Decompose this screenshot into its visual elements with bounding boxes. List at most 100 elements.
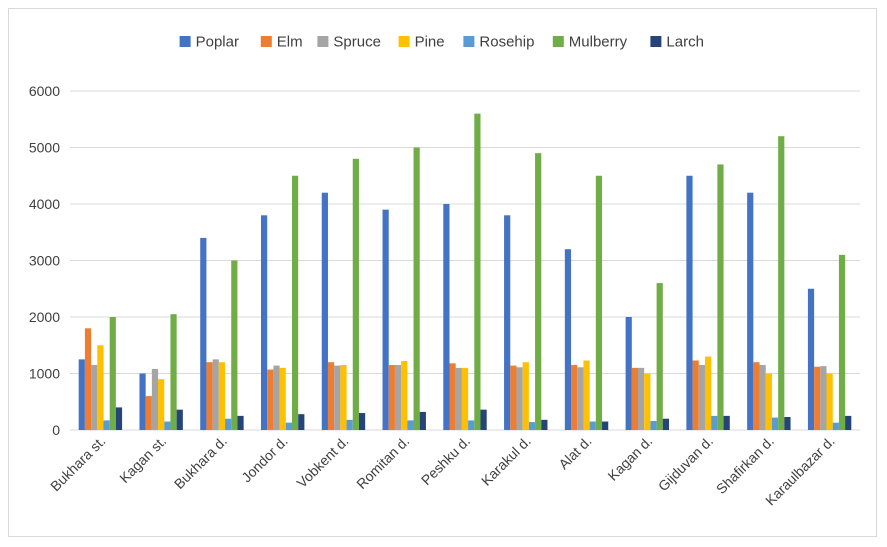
bar-spruce-5	[394, 365, 402, 430]
bar-mulberry-2	[231, 260, 238, 430]
bar-poplar-8	[564, 249, 572, 430]
bar-poplar-10	[686, 175, 693, 430]
bar-elm-10	[692, 360, 699, 430]
bar-elm-4	[327, 362, 335, 430]
legend-label-rosehip: Rosehip	[479, 34, 534, 51]
bar-spruce-4	[334, 365, 341, 430]
y-tick-label: 3000	[29, 253, 60, 269]
bar-mulberry-7	[535, 153, 542, 430]
legend-swatch-mulberry	[552, 36, 564, 47]
bar-pine-3	[279, 367, 286, 430]
bar-elm-1	[145, 396, 152, 430]
category-label: Romitan d.	[353, 433, 412, 492]
bar-larch-12	[845, 415, 852, 430]
bar-poplar-6	[443, 204, 450, 430]
bar-elm-9	[631, 367, 639, 430]
bar-rosehip-11	[771, 417, 779, 430]
legend-swatch-elm	[260, 36, 272, 47]
bar-pine-10	[704, 356, 712, 430]
bar-spruce-6	[455, 367, 462, 430]
legend-swatch-poplar	[179, 36, 191, 47]
bar-poplar-2	[200, 237, 207, 430]
bar-pine-12	[826, 373, 833, 430]
bar-spruce-8	[577, 367, 584, 430]
bar-rosehip-10	[711, 415, 718, 430]
legend-label-mulberry: Mulberry	[569, 34, 628, 51]
legend-label-poplar: Poplar	[196, 34, 239, 51]
bar-spruce-12	[820, 366, 827, 430]
bar-poplar-5	[382, 209, 389, 430]
bar-elm-2	[206, 362, 213, 430]
bar-mulberry-1	[170, 314, 177, 430]
bar-larch-8	[602, 421, 609, 430]
category-label: Karakul d.	[478, 433, 534, 489]
y-tick-label: 1000	[29, 366, 60, 382]
bar-mulberry-10	[717, 164, 724, 430]
bar-rosehip-4	[346, 419, 353, 430]
bar-elm-6	[449, 363, 456, 430]
bar-rosehip-7	[528, 422, 536, 430]
bar-poplar-12	[807, 288, 815, 430]
bar-larch-4	[358, 413, 366, 430]
category-label: Kagan st.	[116, 433, 169, 486]
legend-label-larch: Larch	[666, 34, 704, 51]
category-label: Jondor d.	[238, 433, 291, 486]
category-label: Alat d.	[555, 433, 594, 472]
bar-spruce-9	[638, 367, 645, 430]
bar-poplar-9	[625, 317, 632, 430]
bar-larch-1	[176, 409, 183, 430]
bar-elm-3	[267, 369, 274, 430]
bar-elm-0	[84, 328, 92, 430]
bar-spruce-0	[91, 365, 98, 430]
bar-spruce-11	[759, 365, 766, 430]
bar-pine-6	[461, 367, 469, 430]
bar-pine-1	[158, 379, 165, 430]
legend: Poplar Elm Spruce Pine Rosehip Mulberry Larch	[179, 34, 704, 51]
legend-swatch-pine	[398, 36, 410, 47]
bar-elm-12	[814, 366, 821, 430]
legend-swatch-rosehip	[463, 36, 475, 47]
category-label: Bukhara d.	[171, 433, 230, 492]
bar-larch-7	[541, 419, 548, 430]
bar-poplar-11	[747, 192, 754, 430]
bar-pine-11	[765, 373, 772, 430]
bar-poplar-1	[139, 373, 146, 430]
bar-mulberry-9	[656, 283, 663, 430]
y-axis: 0 1000 2000 3000 4000 5000 6000	[29, 83, 60, 438]
category-label: Peshku d.	[418, 433, 473, 488]
bar-larch-10	[723, 415, 730, 430]
bar-elm-7	[510, 365, 517, 430]
bar-mulberry-8	[595, 175, 603, 430]
bar-larch-11	[784, 417, 791, 430]
legend-label-pine: Pine	[415, 34, 445, 51]
bar-larch-2	[237, 415, 244, 430]
bars	[78, 113, 852, 431]
chart-frame	[8, 8, 877, 537]
bar-mulberry-4	[352, 158, 359, 431]
bar-larch-5	[419, 411, 426, 430]
bar-poplar-3	[260, 215, 268, 430]
category-label: Kagan d.	[604, 433, 655, 484]
bar-rosehip-2	[225, 418, 232, 430]
category-label: Bukhara st.	[47, 433, 108, 494]
bar-pine-7	[522, 362, 529, 430]
bar-rosehip-12	[832, 422, 839, 430]
legend-swatch-spruce	[317, 36, 329, 47]
bar-larch-3	[298, 414, 305, 430]
y-tick-label: 4000	[29, 196, 60, 212]
bar-spruce-2	[212, 359, 219, 430]
x-axis: Bukhara st. Kagan st. Bukhara d. Jondor d. V…	[47, 433, 838, 509]
bar-rosehip-8	[589, 421, 596, 430]
bar-mulberry-5	[413, 147, 420, 430]
bar-rosehip-3	[285, 422, 292, 430]
y-tick-label: 0	[52, 422, 60, 438]
category-label: Gijduvan d.	[655, 433, 716, 494]
bar-pine-8	[583, 360, 590, 430]
bar-pine-4	[340, 365, 347, 430]
legend-label-elm: Elm	[277, 34, 303, 51]
y-tick-label: 5000	[29, 140, 60, 156]
bar-elm-8	[571, 365, 578, 430]
category-label: Vobkent d.	[293, 433, 351, 491]
bar-rosehip-0	[103, 420, 110, 430]
